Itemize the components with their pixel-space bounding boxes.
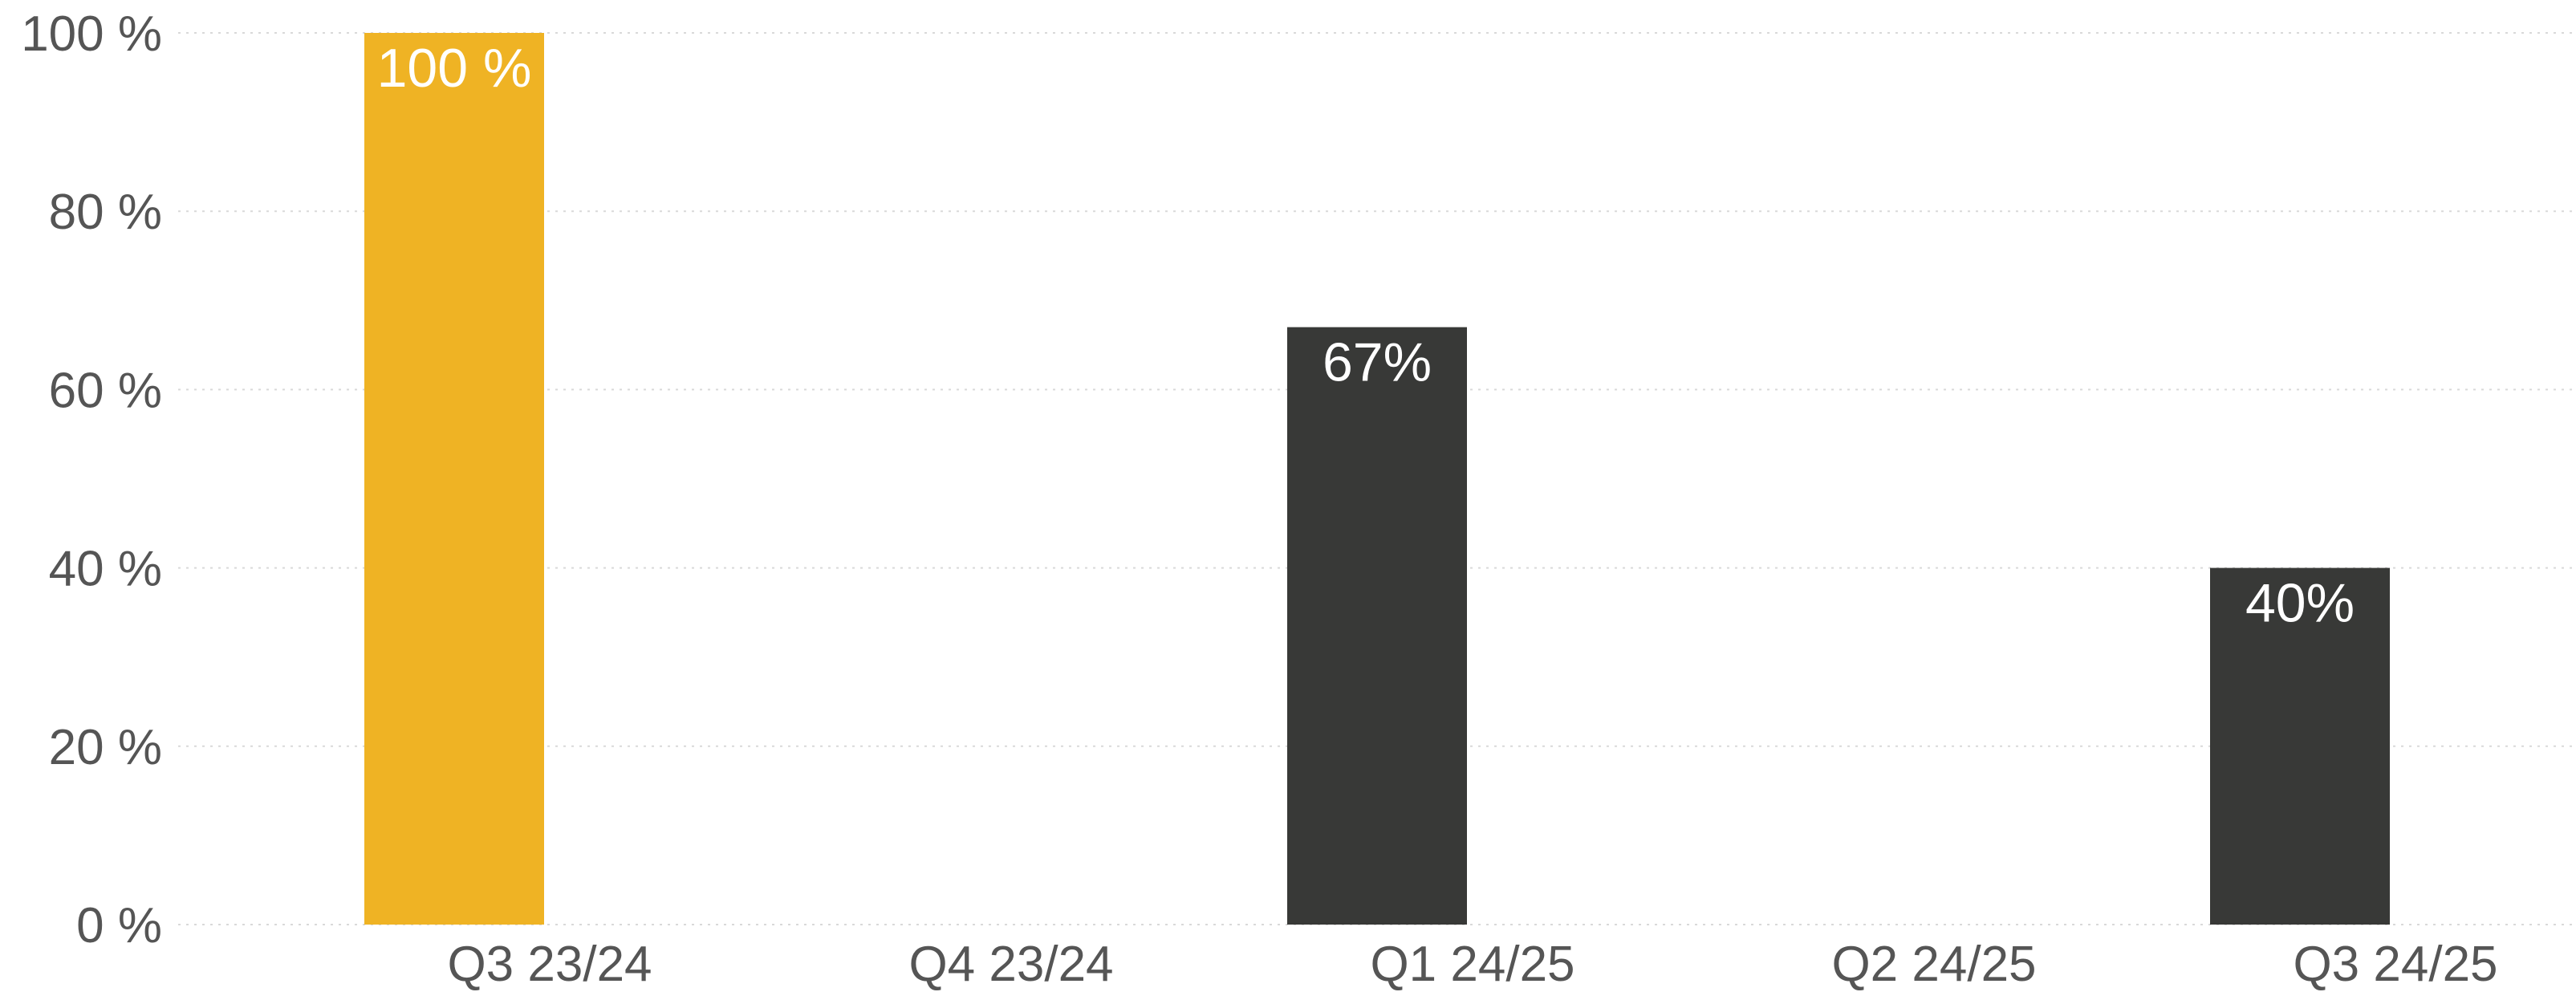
bar <box>1287 327 1467 925</box>
bar-data-label: 100 % <box>377 38 532 99</box>
gridlines <box>178 32 2576 925</box>
y-tick-label: 80 % <box>49 185 162 240</box>
y-axis-tick-labels: 0 % 20 % 40 % 60 % 80 % 100 % <box>21 6 162 953</box>
bar <box>2210 567 2390 925</box>
x-tick-label: Q4 23/24 <box>908 937 1113 992</box>
bar-data-label: 67% <box>1323 332 1432 393</box>
x-axis-tick-labels: Q3 23/24 Q4 23/24 Q1 24/25 Q2 24/25 Q3 24/25 <box>447 937 2497 992</box>
x-tick-label: Q3 23/24 <box>447 937 652 992</box>
bar-data-label: 40% <box>2245 573 2355 634</box>
bar-data-labels: 100 % 67% 40% <box>377 38 2355 634</box>
x-tick-label: Q2 24/25 <box>1831 937 2036 992</box>
bars <box>364 33 2390 925</box>
x-tick-label: Q3 24/25 <box>2293 937 2497 992</box>
y-tick-label: 0 % <box>76 898 162 953</box>
x-tick-label: Q1 24/25 <box>1370 937 1574 992</box>
y-tick-label: 20 % <box>49 720 162 775</box>
y-tick-label: 100 % <box>21 6 162 62</box>
bar <box>364 33 544 925</box>
y-tick-label: 60 % <box>49 363 162 418</box>
y-tick-label: 40 % <box>49 542 162 597</box>
